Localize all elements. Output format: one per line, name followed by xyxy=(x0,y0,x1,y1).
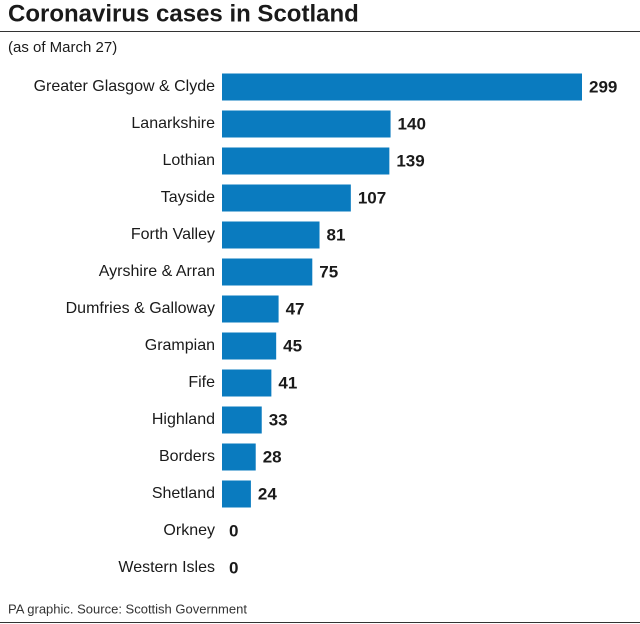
category-label: Borders xyxy=(159,448,215,465)
chart-title: Coronavirus cases in Scotland xyxy=(8,0,359,27)
value-label: 41 xyxy=(278,373,297,392)
value-label: 28 xyxy=(263,447,282,466)
category-label: Fife xyxy=(188,374,215,391)
bar xyxy=(222,258,313,286)
source-note: PA graphic. Source: Scottish Government xyxy=(8,601,247,616)
bar xyxy=(222,443,256,471)
value-label: 24 xyxy=(258,484,277,503)
category-label: Lothian xyxy=(163,152,216,169)
bar xyxy=(222,73,582,101)
value-label: 81 xyxy=(327,225,346,244)
value-label: 299 xyxy=(589,77,617,96)
category-label: Tayside xyxy=(161,189,215,206)
value-label: 140 xyxy=(398,114,426,133)
bar xyxy=(222,221,320,249)
value-label: 0 xyxy=(229,558,238,577)
value-label: 107 xyxy=(358,188,386,207)
category-label: Forth Valley xyxy=(131,226,215,243)
value-label: 139 xyxy=(396,151,424,170)
bar xyxy=(222,332,277,360)
category-label: Dumfries & Galloway xyxy=(66,300,215,317)
bar xyxy=(222,295,279,323)
bar xyxy=(222,369,272,397)
value-label: 47 xyxy=(286,299,305,318)
value-label: 33 xyxy=(269,410,288,429)
value-label: 45 xyxy=(283,336,302,355)
bar xyxy=(222,147,390,175)
bar xyxy=(222,110,391,138)
bar xyxy=(222,184,351,212)
bar xyxy=(222,480,251,508)
value-label: 0 xyxy=(229,521,238,540)
category-label: Highland xyxy=(152,411,215,428)
chart-subtitle: (as of March 27) xyxy=(8,39,117,56)
category-label: Orkney xyxy=(163,522,215,539)
category-label: Shetland xyxy=(152,485,215,502)
bar xyxy=(222,406,262,434)
category-label: Western Isles xyxy=(118,559,215,576)
value-label: 75 xyxy=(319,262,338,281)
category-label: Ayrshire & Arran xyxy=(99,263,215,280)
category-label: Lanarkshire xyxy=(131,115,215,132)
category-label: Greater Glasgow & Clyde xyxy=(34,78,216,95)
category-label: Grampian xyxy=(145,337,215,354)
